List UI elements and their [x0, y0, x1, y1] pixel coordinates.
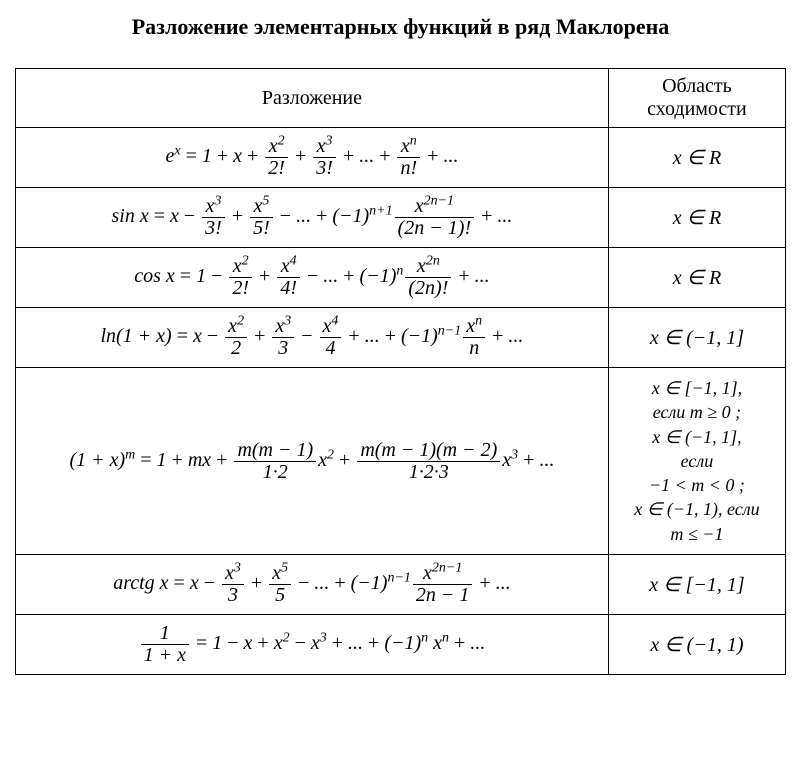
cell-arctg-conv: x ∈ [−1, 1] [608, 555, 785, 615]
cell-sin-expansion: sin x = x − x33! + x55! − ... + (−1)n+1x… [16, 188, 609, 248]
row-arctg: arctg x = x − x33 + x55 − ... + (−1)n−1x… [16, 555, 786, 615]
cell-ln-expansion: ln(1 + x) = x − x22 + x33 − x44 + ... + … [16, 308, 609, 368]
page-title: Разложение элементарных функций в ряд Ма… [15, 14, 786, 40]
row-ln: ln(1 + x) = x − x22 + x33 − x44 + ... + … [16, 308, 786, 368]
row-cos: cos x = 1 − x22! + x44! − ... + (−1)nx2n… [16, 248, 786, 308]
table-header-row: Разложение Область сходимости [16, 69, 786, 128]
maclaurin-table: Разложение Область сходимости ex = 1 + x… [15, 68, 786, 675]
cell-binom-expansion: (1 + x)m = 1 + mx + m(m − 1)1·2x2 + m(m … [16, 368, 609, 555]
cell-arctg-expansion: arctg x = x − x33 + x55 − ... + (−1)n−1x… [16, 555, 609, 615]
cell-cos-expansion: cos x = 1 − x22! + x44! − ... + (−1)nx2n… [16, 248, 609, 308]
cell-geom-expansion: 11 + x = 1 − x + x2 − x3 + ... + (−1)n x… [16, 615, 609, 675]
cell-exp-expansion: ex = 1 + x + x22! + x33! + ... + xnn! + … [16, 128, 609, 188]
row-exp: ex = 1 + x + x22! + x33! + ... + xnn! + … [16, 128, 786, 188]
cell-ln-conv: x ∈ (−1, 1] [608, 308, 785, 368]
cell-geom-conv: x ∈ (−1, 1) [608, 615, 785, 675]
cell-binom-conv: x ∈ [−1, 1],если m ≥ 0 ;x ∈ (−1, 1],если… [608, 368, 785, 555]
cell-exp-conv: x ∈ R [608, 128, 785, 188]
header-expansion: Разложение [16, 69, 609, 128]
cell-cos-conv: x ∈ R [608, 248, 785, 308]
row-binom: (1 + x)m = 1 + mx + m(m − 1)1·2x2 + m(m … [16, 368, 786, 555]
row-sin: sin x = x − x33! + x55! − ... + (−1)n+1x… [16, 188, 786, 248]
row-geom: 11 + x = 1 − x + x2 − x3 + ... + (−1)n x… [16, 615, 786, 675]
header-convergence: Область сходимости [608, 69, 785, 128]
cell-sin-conv: x ∈ R [608, 188, 785, 248]
